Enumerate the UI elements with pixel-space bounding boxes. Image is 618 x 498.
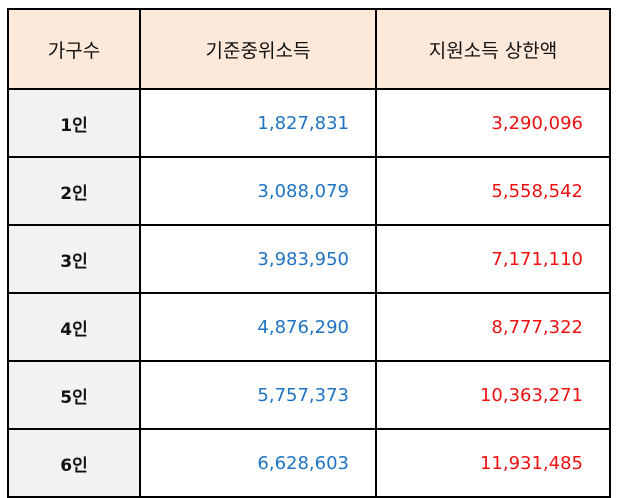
income-table: 가구수 기준중위소득 지원소득 상한액 1인 1,827,831 3,290,0… <box>7 8 611 498</box>
header-support-limit: 지원소득 상한액 <box>375 8 611 90</box>
support-limit-cell: 10,363,271 <box>375 360 611 430</box>
header-median-income: 기준중위소득 <box>139 8 377 90</box>
median-income-cell: 6,628,603 <box>139 428 377 498</box>
table-row: 6인 6,628,603 11,931,485 <box>7 428 611 498</box>
header-household: 가구수 <box>7 8 141 90</box>
table-row: 2인 3,088,079 5,558,542 <box>7 156 611 226</box>
support-limit-cell: 11,931,485 <box>375 428 611 498</box>
table-row: 5인 5,757,373 10,363,271 <box>7 360 611 430</box>
table-row: 3인 3,983,950 7,171,110 <box>7 224 611 294</box>
median-income-cell: 1,827,831 <box>139 88 377 158</box>
header-row: 가구수 기준중위소득 지원소득 상한액 <box>7 8 611 90</box>
income-table-container: 가구수 기준중위소득 지원소득 상한액 1인 1,827,831 3,290,0… <box>7 8 611 498</box>
support-limit-cell: 7,171,110 <box>375 224 611 294</box>
median-income-cell: 3,088,079 <box>139 156 377 226</box>
support-limit-cell: 8,777,322 <box>375 292 611 362</box>
median-income-cell: 3,983,950 <box>139 224 377 294</box>
support-limit-cell: 5,558,542 <box>375 156 611 226</box>
median-income-cell: 5,757,373 <box>139 360 377 430</box>
household-cell: 2인 <box>7 156 141 226</box>
household-cell: 6인 <box>7 428 141 498</box>
household-cell: 1인 <box>7 88 141 158</box>
table-row: 4인 4,876,290 8,777,322 <box>7 292 611 362</box>
median-income-cell: 4,876,290 <box>139 292 377 362</box>
household-cell: 4인 <box>7 292 141 362</box>
support-limit-cell: 3,290,096 <box>375 88 611 158</box>
household-cell: 5인 <box>7 360 141 430</box>
household-cell: 3인 <box>7 224 141 294</box>
table-row: 1인 1,827,831 3,290,096 <box>7 88 611 158</box>
